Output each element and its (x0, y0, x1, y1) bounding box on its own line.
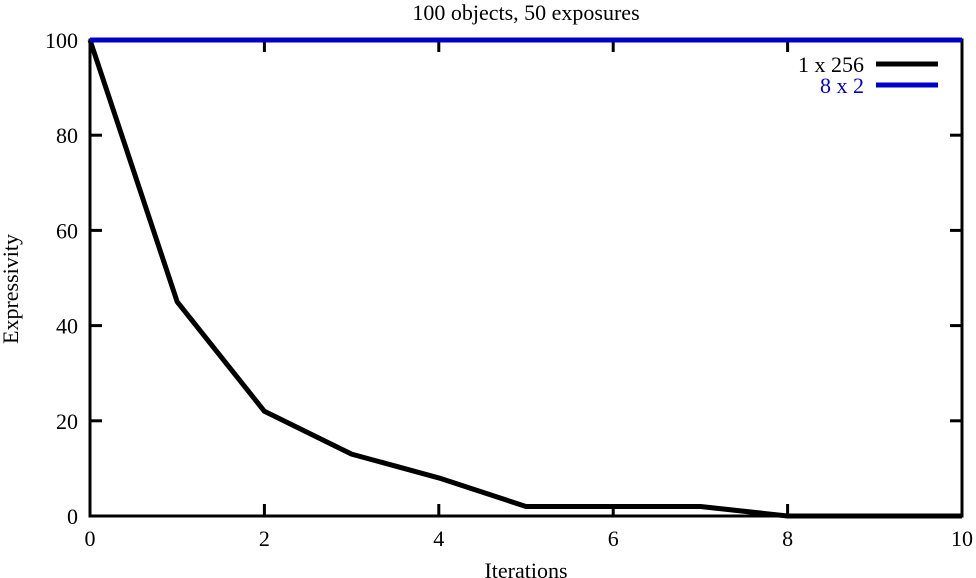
x-tick-label: 8 (782, 526, 793, 551)
y-axis: 0 20 40 60 80 100 (45, 28, 962, 529)
y-axis-label: Expressivity (0, 234, 23, 344)
x-tick-label: 6 (608, 526, 619, 551)
series-line-1 (87, 39, 962, 519)
series-layer (87, 37, 962, 519)
x-tick-label: 10 (951, 526, 973, 551)
x-tick-label: 4 (433, 526, 444, 551)
x-axis-label: Iterations (484, 558, 567, 578)
y-tick-label: 0 (67, 504, 78, 529)
chart-title: 100 objects, 50 exposures (412, 0, 639, 25)
x-tick-label: 2 (259, 526, 270, 551)
plot-frame (88, 38, 964, 518)
y-tick-label: 40 (56, 314, 78, 339)
plot-border (88, 38, 964, 518)
legend-label: 1 x 256 (798, 52, 864, 77)
legend-label: 8 x 2 (820, 73, 864, 98)
y-tick-label: 60 (56, 218, 78, 243)
y-tick-label: 100 (45, 28, 78, 53)
y-tick-label: 20 (56, 409, 78, 434)
x-tick-label: 0 (85, 526, 96, 551)
y-tick-label: 80 (56, 123, 78, 148)
x-axis: 0 2 4 6 8 10 (85, 40, 973, 551)
